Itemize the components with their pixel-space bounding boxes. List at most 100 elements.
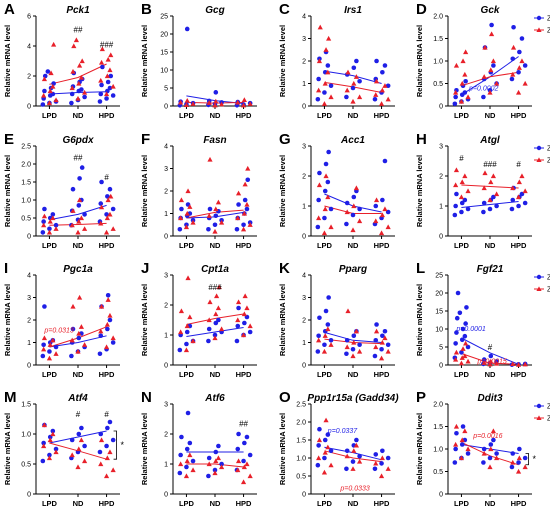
zt12-point [104, 73, 110, 79]
zt0-point [206, 226, 211, 232]
zt0-point [322, 188, 328, 194]
zt0-point [464, 305, 469, 310]
zt12-point [183, 224, 190, 230]
zt12-point [490, 428, 496, 434]
zt12-point [178, 461, 184, 467]
zt12-point [71, 43, 77, 49]
zt12-point [47, 342, 53, 347]
zt12-point [50, 337, 56, 343]
zt0-point [372, 96, 378, 102]
zt0-point [350, 212, 356, 218]
y-tick-label: 3 [302, 144, 306, 151]
x-tick-label: ND [348, 499, 359, 508]
zt12-point [247, 473, 253, 479]
zt12-point [323, 417, 329, 423]
zt12-point [76, 330, 82, 336]
zt12-point [41, 422, 48, 428]
zt12-point [183, 473, 190, 479]
zt12-point [98, 59, 105, 65]
zt12-point [353, 185, 359, 191]
zt0-point [357, 453, 362, 459]
significance-mark: ## [239, 420, 248, 429]
panel-letter: K [279, 260, 290, 277]
y-tick-label: 1.5 [433, 424, 443, 431]
zt0-point [379, 346, 384, 352]
zt12-point [317, 24, 323, 30]
y-tick-label: 0 [302, 363, 306, 370]
zt0-point [244, 206, 250, 212]
zt12-point [219, 326, 225, 332]
zt12-point [373, 92, 379, 97]
zt12-point [328, 224, 334, 230]
zt0-point [454, 430, 459, 436]
zt0-point [110, 437, 116, 443]
zt12-point [350, 353, 356, 359]
zt12-point [82, 458, 88, 464]
zt12-point [213, 458, 219, 464]
zt0-point [184, 341, 189, 347]
y-axis-label: Relative mRNA level [278, 284, 287, 356]
zt12-point [82, 226, 88, 231]
zt12-point [184, 458, 190, 464]
zt0-point [509, 464, 515, 470]
x-tick-label: LPD [454, 499, 470, 508]
zt0-mean-line [49, 204, 107, 221]
zt0-point [509, 76, 515, 82]
zt12-point [53, 226, 59, 231]
zt12-point [110, 467, 116, 473]
significance-mark: # [516, 160, 521, 169]
panel-title: Atgl [479, 135, 500, 146]
zt12-point [212, 470, 218, 476]
zt0-point [107, 419, 113, 425]
y-tick-label: 2 [27, 318, 31, 325]
zt12-point [481, 74, 487, 79]
zt12-point [465, 188, 471, 194]
panel-letter: G [279, 131, 291, 148]
legend: ZT0 ZT12 [534, 275, 550, 294]
y-tick-label: 0 [439, 234, 443, 241]
zt12-point [178, 329, 184, 335]
zt12-point [41, 76, 48, 82]
zt0-point [184, 26, 190, 32]
y-tick-label: 2.0 [433, 14, 443, 21]
zt12-point [325, 69, 331, 75]
zt0-point [350, 85, 356, 91]
zt12-point [351, 80, 357, 86]
zt0-point [354, 437, 359, 443]
zt0-point [453, 203, 458, 209]
zt12-point [321, 101, 328, 106]
x-tick-label: HPD [236, 111, 252, 120]
zt0-point [70, 326, 76, 332]
zt12-point [458, 98, 465, 104]
zt12-point [190, 338, 196, 344]
y-axis-label: Relative mRNA level [278, 155, 287, 227]
zt0-point [323, 308, 329, 314]
x-tick-label: HPD [99, 241, 115, 250]
zt12-point [316, 437, 323, 443]
zt0-point [481, 446, 487, 452]
zt0-point [357, 78, 362, 84]
panel-title: Ddit3 [478, 393, 503, 404]
x-tick-label: ND [348, 241, 359, 250]
y-axis-label: Relative mRNA level [415, 284, 424, 356]
y-tick-label: 4 [27, 44, 31, 51]
zt0-point [322, 215, 327, 221]
zt0-point [241, 222, 246, 228]
y-tick-label: 0.5 [433, 81, 443, 88]
zt12-point [103, 229, 110, 235]
zt0-point [179, 206, 184, 212]
zt12-point [487, 197, 493, 203]
panel-letter: F [141, 131, 150, 148]
zt0-point [235, 323, 241, 329]
zt12-point [53, 449, 59, 455]
zt12-point [463, 49, 469, 55]
x-tick-label: HPD [511, 111, 527, 120]
x-tick-label: LPD [317, 111, 333, 120]
zt12-point [98, 328, 104, 334]
zt12-point [453, 357, 459, 362]
y-tick-label: 0.5 [21, 462, 31, 469]
zt0-point [323, 161, 329, 167]
zt12-point [241, 464, 247, 470]
y-tick-label: 5 [164, 86, 168, 93]
